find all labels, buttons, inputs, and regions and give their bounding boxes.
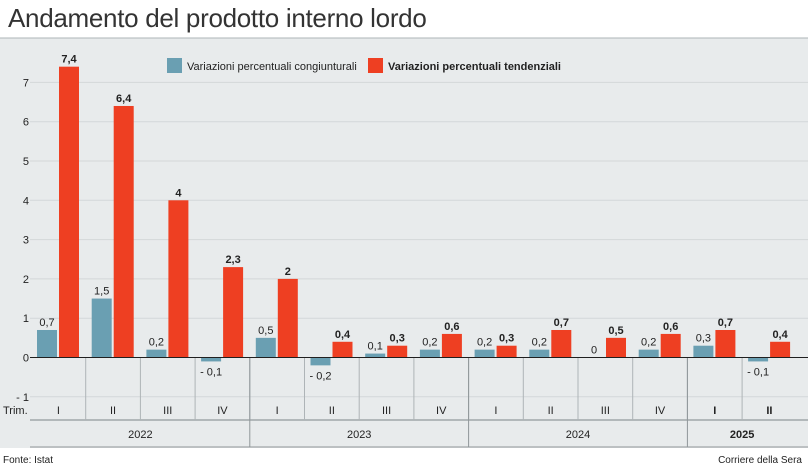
label-congiunturale: 0,5 bbox=[258, 325, 273, 337]
bar-tendenziale bbox=[660, 333, 681, 358]
label-congiunturale: 0,2 bbox=[641, 337, 656, 349]
legend: Variazioni percentuali congiunturali Vari… bbox=[167, 58, 561, 73]
legend-label-congiunturale: Variazioni percentuali congiunturali bbox=[187, 61, 357, 73]
bar-congiunturale bbox=[255, 337, 276, 358]
quarter-label: I bbox=[713, 405, 716, 417]
label-tendenziale: 2,3 bbox=[225, 254, 240, 266]
bar-congiunturale bbox=[693, 345, 714, 358]
year-label: 2025 bbox=[730, 429, 754, 441]
gridlines bbox=[30, 81, 808, 398]
bar-tendenziale bbox=[770, 341, 791, 358]
quarter-label: IV bbox=[655, 405, 666, 417]
bar-congiunturale bbox=[529, 349, 550, 358]
quarter-label: III bbox=[382, 405, 391, 417]
quarter-label: II bbox=[548, 405, 554, 417]
bar-congiunturale bbox=[201, 357, 222, 362]
legend-swatch-congiunturale bbox=[167, 58, 182, 73]
year-label: 2024 bbox=[566, 429, 590, 441]
label-congiunturale: 0,3 bbox=[696, 333, 711, 345]
y-tick-label: 1 bbox=[23, 313, 29, 325]
bar-tendenziale bbox=[223, 267, 244, 358]
quarter-label: IV bbox=[436, 405, 447, 417]
y-axis-ticks: 7 6 5 4 3 2 1 0 - 1 bbox=[16, 77, 29, 403]
quarter-label: I bbox=[57, 405, 60, 417]
bar-tendenziale bbox=[168, 200, 189, 358]
label-tendenziale: 4 bbox=[175, 187, 182, 199]
label-tendenziale: 0,6 bbox=[663, 321, 678, 333]
label-tendenziale: 0,4 bbox=[335, 329, 351, 341]
plot-background bbox=[0, 38, 808, 448]
bar-congiunturale bbox=[37, 329, 57, 358]
label-tendenziale: 0,5 bbox=[608, 325, 623, 337]
label-congiunturale: 0 bbox=[591, 345, 597, 357]
quarter-label: IV bbox=[217, 405, 228, 417]
quarter-label: III bbox=[163, 405, 172, 417]
label-congiunturale: - 0,1 bbox=[747, 366, 769, 378]
quarter-label: II bbox=[329, 405, 335, 417]
bar-congiunturale bbox=[474, 349, 495, 358]
bar-congiunturale bbox=[638, 349, 659, 358]
bar-tendenziale bbox=[113, 105, 134, 358]
bar-tendenziale bbox=[441, 333, 462, 358]
bar-tendenziale bbox=[551, 329, 572, 358]
quarter-label: I bbox=[494, 405, 497, 417]
bar-congiunturale bbox=[365, 353, 386, 358]
x-axis-title: Trim. bbox=[3, 405, 28, 417]
bar-congiunturale bbox=[748, 357, 769, 362]
label-tendenziale: 2 bbox=[285, 266, 291, 278]
label-tendenziale: 0,7 bbox=[554, 317, 569, 329]
label-tendenziale: 0,7 bbox=[718, 317, 733, 329]
bar-tendenziale bbox=[496, 345, 517, 358]
bar-tendenziale bbox=[59, 66, 79, 358]
label-congiunturale: - 0,2 bbox=[309, 370, 331, 382]
y-tick-label: - 1 bbox=[16, 392, 29, 404]
label-tendenziale: 0,4 bbox=[772, 329, 788, 341]
y-tick-label: 0 bbox=[23, 353, 29, 365]
bar-tendenziale bbox=[332, 341, 353, 358]
label-congiunturale: - 0,1 bbox=[200, 366, 222, 378]
quarter-label: III bbox=[601, 405, 610, 417]
y-tick-label: 7 bbox=[23, 77, 29, 89]
label-congiunturale: 0,2 bbox=[532, 337, 547, 349]
bar-tendenziale bbox=[606, 337, 626, 358]
quarter-label: II bbox=[110, 405, 116, 417]
bar-congiunturale bbox=[146, 349, 167, 358]
label-tendenziale: 0,6 bbox=[444, 321, 459, 333]
label-congiunturale: 0,7 bbox=[39, 317, 54, 329]
label-tendenziale: 0,3 bbox=[499, 333, 514, 345]
bar-tendenziale bbox=[387, 345, 408, 358]
bar-tendenziale bbox=[277, 278, 298, 358]
chart-title: Andamento del prodotto interno lordo bbox=[8, 3, 427, 33]
y-tick-label: 6 bbox=[23, 117, 29, 129]
y-tick-label: 5 bbox=[23, 156, 29, 168]
label-congiunturale: 0,1 bbox=[368, 341, 383, 353]
bars-group bbox=[30, 66, 808, 366]
bar-congiunturale bbox=[419, 349, 440, 358]
y-tick-label: 3 bbox=[23, 235, 29, 247]
label-congiunturale: 0,2 bbox=[149, 337, 164, 349]
label-tendenziale: 7,4 bbox=[61, 54, 77, 66]
label-congiunturale: 0,2 bbox=[477, 337, 492, 349]
y-tick-label: 2 bbox=[23, 274, 29, 286]
y-tick-label: 4 bbox=[23, 195, 29, 207]
bar-congiunturale bbox=[310, 357, 331, 366]
legend-label-tendenziale: Variazioni percentuali tendenziali bbox=[388, 61, 561, 73]
bar-tendenziale bbox=[715, 329, 736, 358]
credit-note: Corriere della Sera bbox=[718, 455, 802, 466]
source-note: Fonte: Istat bbox=[3, 455, 54, 466]
label-congiunturale: 0,2 bbox=[422, 337, 437, 349]
label-congiunturale: 1,5 bbox=[94, 286, 109, 298]
bar-congiunturale bbox=[91, 298, 112, 358]
label-tendenziale: 6,4 bbox=[116, 93, 132, 105]
quarter-label: I bbox=[276, 405, 279, 417]
quarter-label: II bbox=[766, 405, 772, 417]
data-labels: 0,7 1,5 0,2 - 0,1 0,5 - 0,2 0,1 0,2 0,2 0,2 0 0,2 0,… bbox=[39, 54, 788, 383]
year-label: 2023 bbox=[347, 429, 371, 441]
legend-swatch-tendenziale bbox=[368, 58, 383, 73]
label-tendenziale: 0,3 bbox=[390, 333, 405, 345]
year-label: 2022 bbox=[128, 429, 152, 441]
